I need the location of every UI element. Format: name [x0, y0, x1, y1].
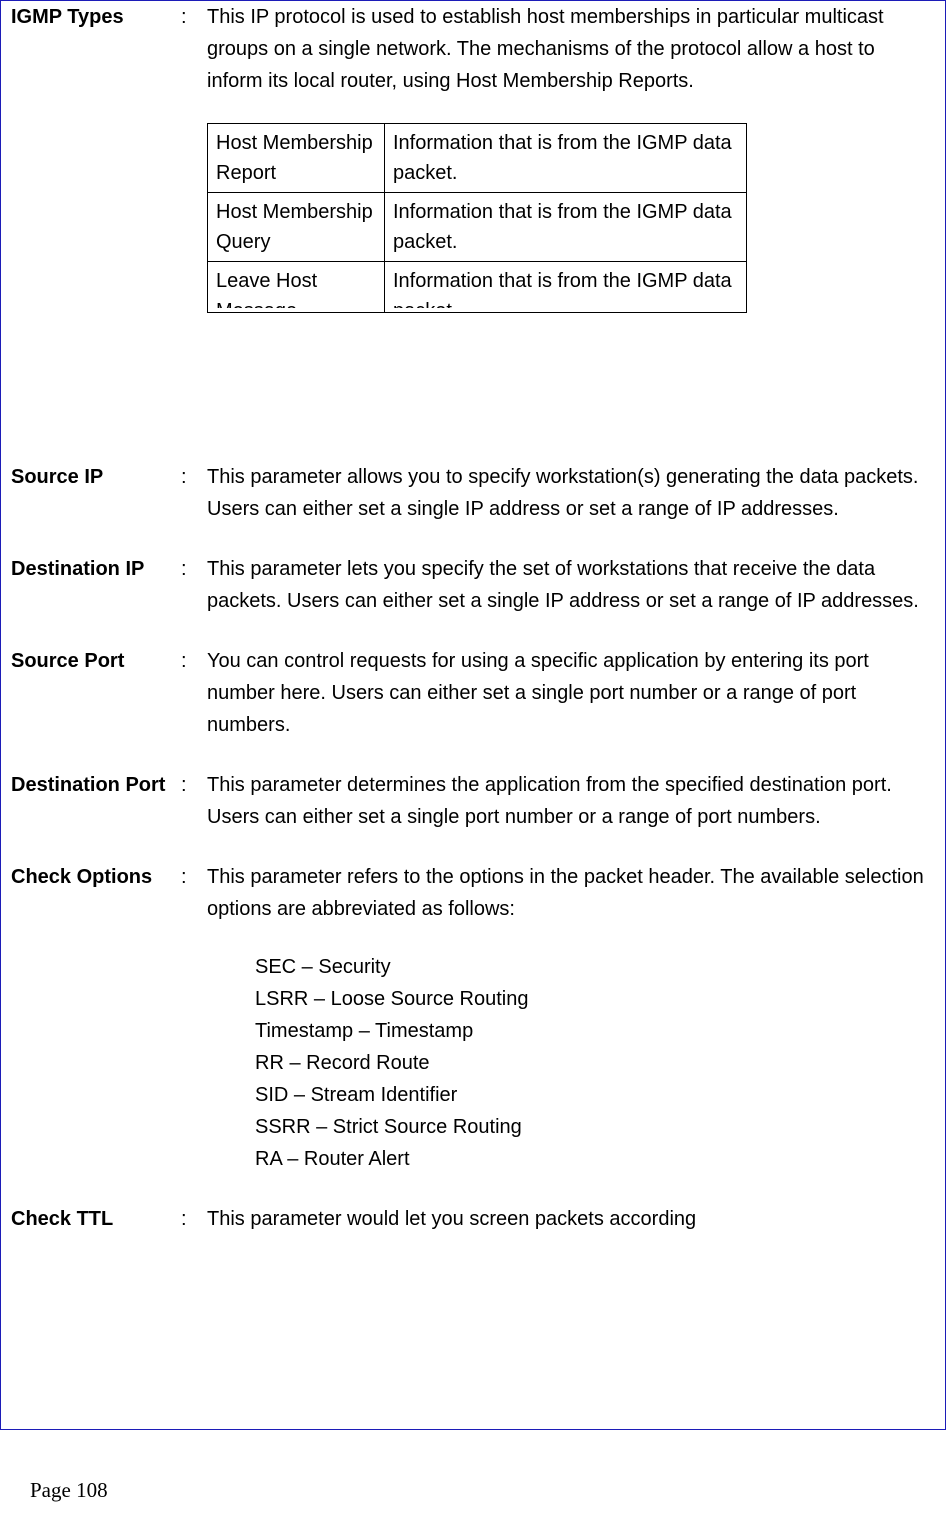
def-body: This parameter lets you specify the set … — [207, 553, 935, 617]
def-colon: : — [181, 1, 207, 313]
igmp-types-table: Host Membership Report Information that … — [207, 123, 747, 313]
def-body: This parameter refers to the options in … — [207, 861, 935, 1175]
definition-check-ttl: Check TTL : This parameter would let you… — [11, 1203, 935, 1235]
option-item: Timestamp – Timestamp — [255, 1015, 935, 1047]
def-text: This parameter refers to the options in … — [207, 866, 924, 920]
option-item: SID – Stream Identifier — [255, 1079, 935, 1111]
def-label: Source Port — [11, 645, 181, 741]
definition-source-ip: Source IP : This parameter allows you to… — [11, 461, 935, 525]
option-item: LSRR – Loose Source Routing — [255, 983, 935, 1015]
table-cell: Information that is from the IGMP data p… — [385, 193, 747, 262]
def-label: Destination Port — [11, 769, 181, 833]
cut-cell: Leave Host Message — [216, 266, 376, 308]
page-number: Page 108 — [30, 1478, 946, 1503]
def-colon: : — [181, 553, 207, 617]
def-label: Destination IP — [11, 553, 181, 617]
def-label: IGMP Types — [11, 1, 181, 313]
def-body: You can control requests for using a spe… — [207, 645, 935, 741]
definition-igmp-types: IGMP Types : This IP protocol is used to… — [11, 1, 935, 313]
def-colon: : — [181, 1203, 207, 1235]
def-label: Check Options — [11, 861, 181, 1175]
option-item: RR – Record Route — [255, 1047, 935, 1079]
table-row: Host Membership Query Information that i… — [208, 193, 747, 262]
table-row-cut: Leave Host Message Information that is f… — [208, 262, 747, 313]
def-colon: : — [181, 461, 207, 525]
table-cell: Leave Host Message — [208, 262, 385, 313]
option-item: SSRR – Strict Source Routing — [255, 1111, 935, 1143]
def-body: This IP protocol is used to establish ho… — [207, 1, 935, 313]
def-text: This IP protocol is used to establish ho… — [207, 6, 884, 92]
def-body: This parameter would let you screen pack… — [207, 1203, 935, 1235]
options-list: SEC – Security LSRR – Loose Source Routi… — [255, 951, 935, 1175]
table-cell: Host Membership Report — [208, 124, 385, 193]
def-label: Check TTL — [11, 1203, 181, 1235]
spacer — [11, 341, 935, 461]
table-cell: Information that is from the IGMP data p… — [385, 124, 747, 193]
option-item: SEC – Security — [255, 951, 935, 983]
table-cell: Host Membership Query — [208, 193, 385, 262]
def-colon: : — [181, 645, 207, 741]
cut-cell: Information that is from the IGMP data p… — [393, 266, 738, 308]
definition-check-options: Check Options : This parameter refers to… — [11, 861, 935, 1175]
option-item: RA – Router Alert — [255, 1143, 935, 1175]
def-body: This parameter allows you to specify wor… — [207, 461, 935, 525]
def-body: This parameter determines the applicatio… — [207, 769, 935, 833]
document-page: IGMP Types : This IP protocol is used to… — [0, 0, 946, 1430]
definition-destination-ip: Destination IP : This parameter lets you… — [11, 553, 935, 617]
definition-source-port: Source Port : You can control requests f… — [11, 645, 935, 741]
def-colon: : — [181, 769, 207, 833]
def-colon: : — [181, 861, 207, 1175]
def-label: Source IP — [11, 461, 181, 525]
definition-destination-port: Destination Port : This parameter determ… — [11, 769, 935, 833]
table-row: Host Membership Report Information that … — [208, 124, 747, 193]
table-cell: Information that is from the IGMP data p… — [385, 262, 747, 313]
